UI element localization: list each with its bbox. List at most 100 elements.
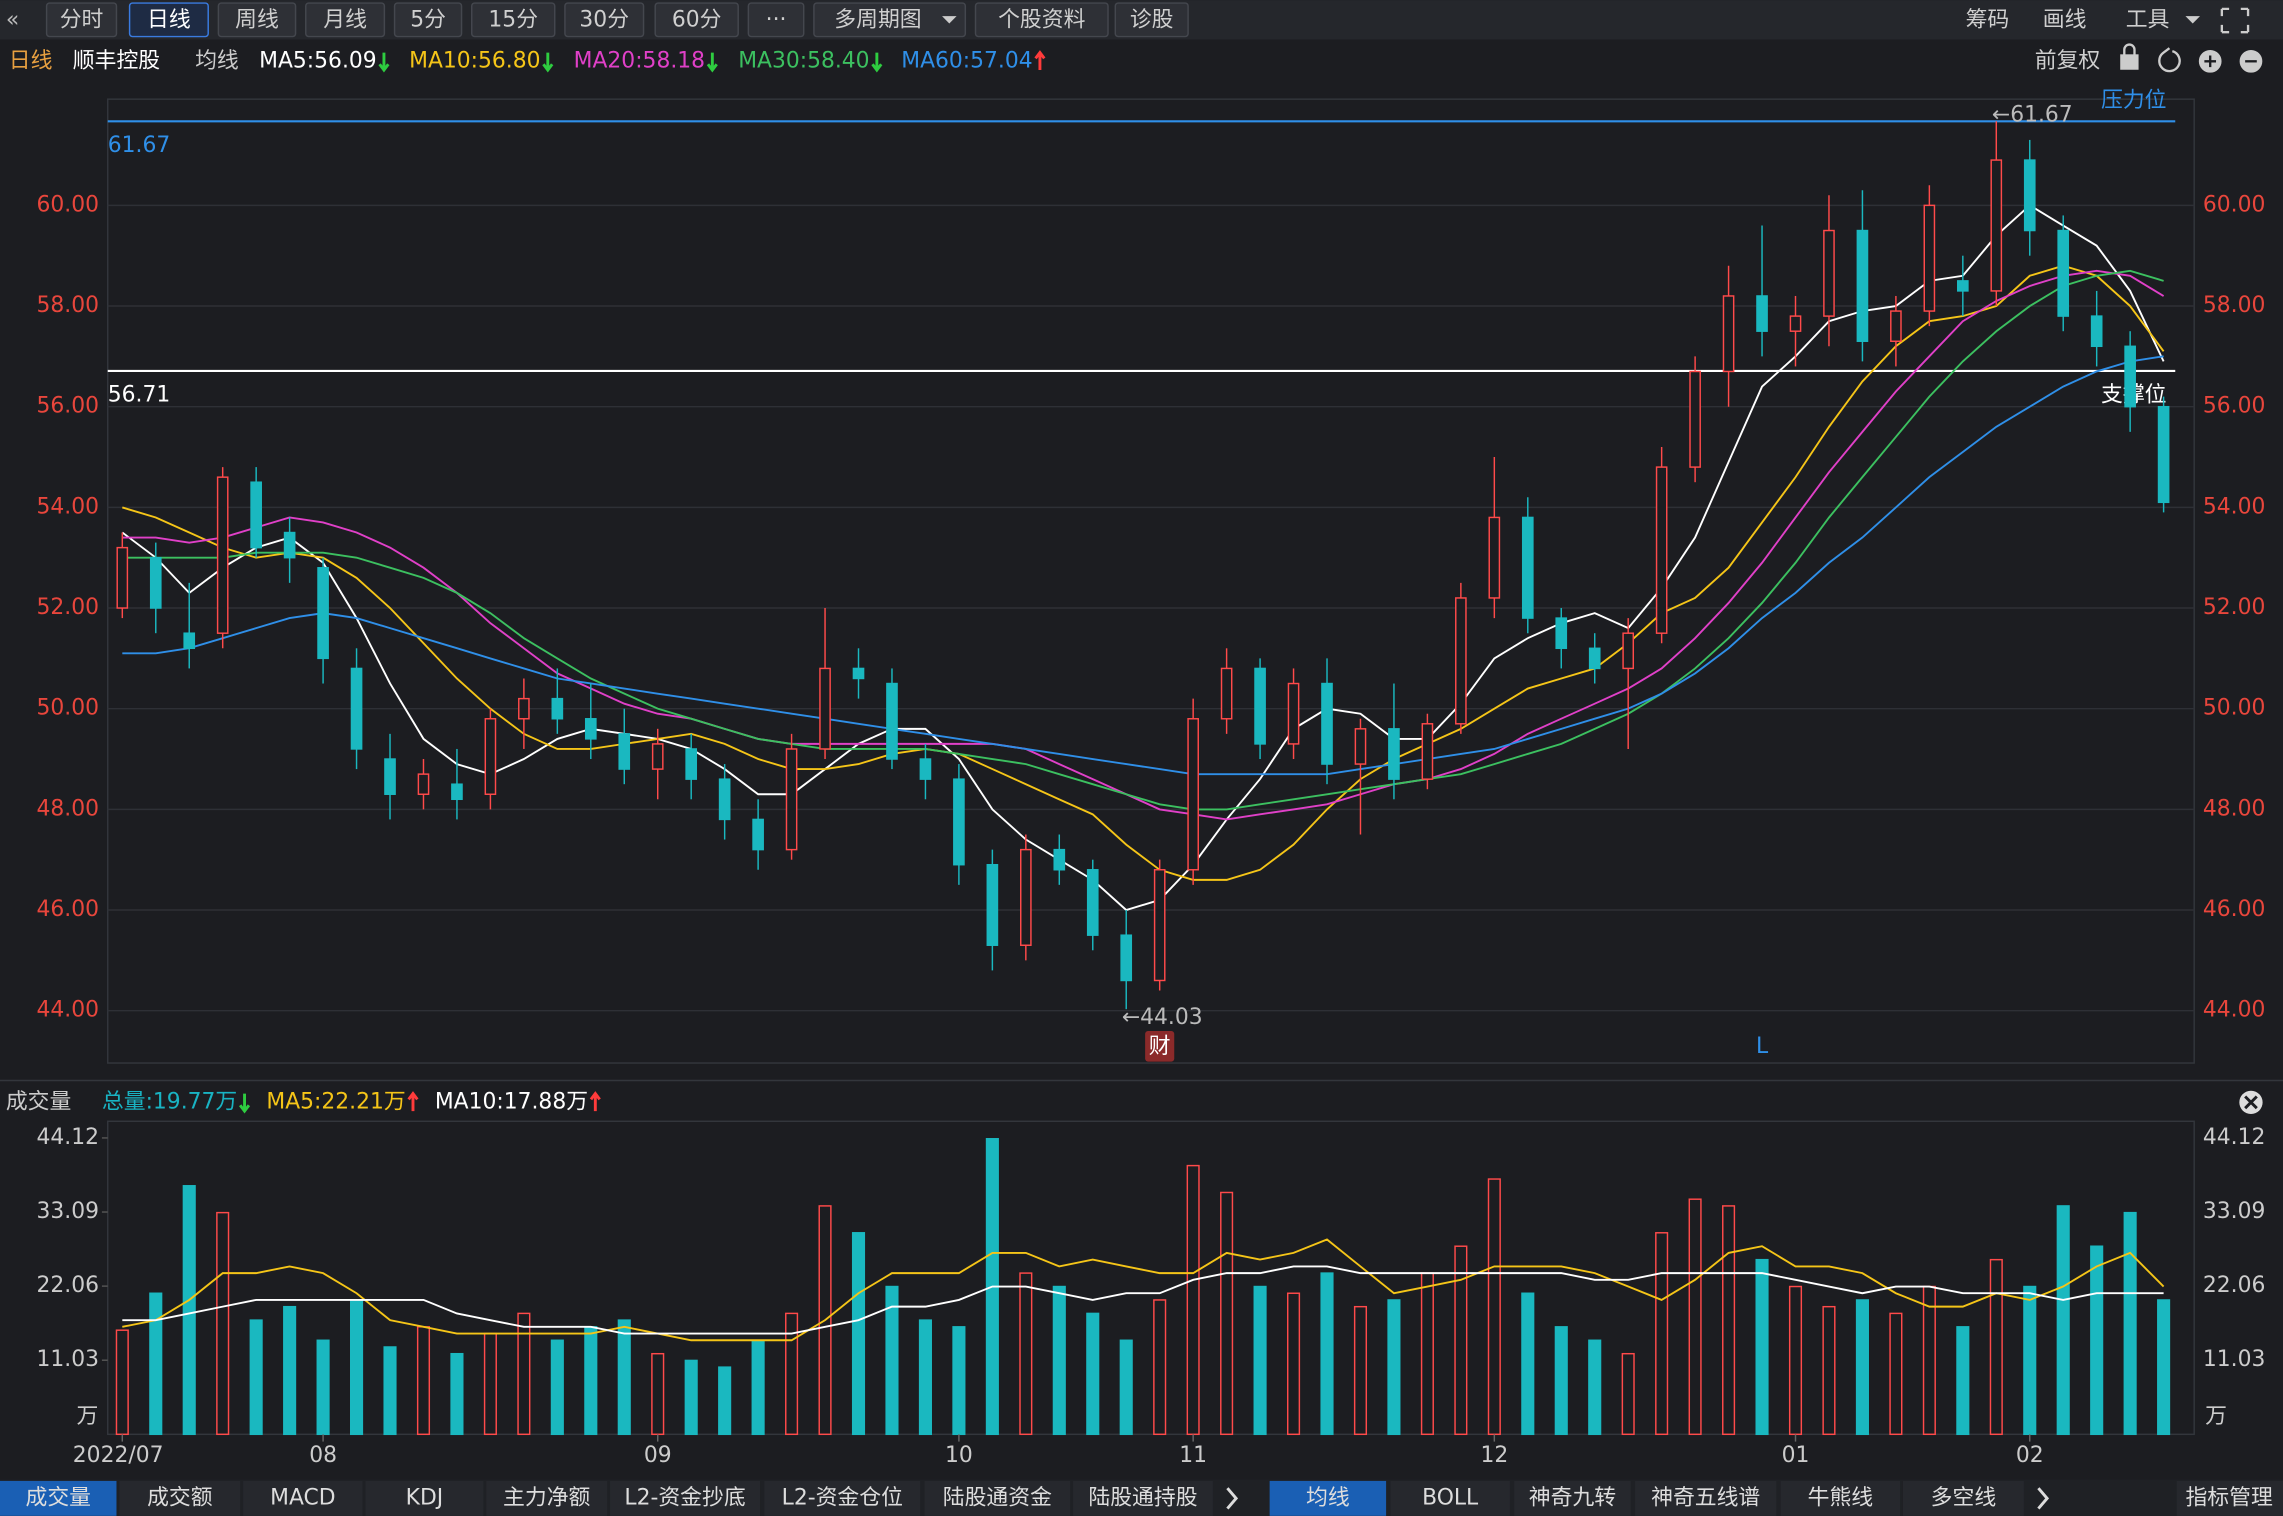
- indicator-tab-bg[interactable]: [1635, 1480, 1777, 1516]
- indicator-tab[interactable]: 牛熊线: [1808, 1485, 1874, 1510]
- indicator-tab-bg[interactable]: [243, 1480, 363, 1516]
- indicator-tab[interactable]: 神奇五线谱: [1651, 1485, 1760, 1510]
- toolbar-right[interactable]: 画线: [2043, 8, 2087, 33]
- candle-body: [852, 667, 865, 680]
- ma-legend: MA20:58.18: [574, 48, 705, 73]
- candle-body: [1020, 848, 1032, 946]
- candle-body: [451, 783, 463, 801]
- toolbar-button[interactable]: 个股资料: [998, 8, 1085, 33]
- indicator-tab[interactable]: 成交额: [147, 1485, 213, 1510]
- candle-body: [785, 748, 798, 851]
- indicator-tab[interactable]: L2-资金仓位: [782, 1485, 903, 1510]
- adjust-mode[interactable]: 前复权: [2035, 48, 2101, 73]
- toolbar-button[interactable]: 30分: [579, 8, 629, 33]
- volume-bar: [617, 1319, 631, 1436]
- toolbar-button[interactable]: ···: [766, 8, 787, 33]
- indicator-tab[interactable]: L2-资金抄底: [624, 1485, 745, 1510]
- indicator-tab[interactable]: 主力净额: [503, 1485, 590, 1510]
- indicator-tab-bg[interactable]: [1902, 1480, 2024, 1516]
- toolbar-icons[interactable]: [2120, 7, 2263, 73]
- volume-bar: [1153, 1299, 1167, 1436]
- toolbar-button-bg[interactable]: [45, 2, 118, 38]
- level-value: 61.67: [108, 133, 171, 158]
- volume-bar: [584, 1326, 598, 1436]
- indicator-tab-bg[interactable]: [610, 1480, 761, 1516]
- indicator-tab-bg[interactable]: [0, 1480, 117, 1516]
- back-button[interactable]: «: [6, 8, 19, 33]
- toolbar-right[interactable]: 筹码: [1966, 8, 2010, 33]
- volume-bar: [383, 1346, 397, 1436]
- indicator-tab-bg[interactable]: [924, 1480, 1071, 1516]
- toolbar-button[interactable]: 月线: [323, 8, 367, 33]
- toolbar-button-bg[interactable]: [974, 2, 1109, 38]
- indicator-tab-bg[interactable]: [119, 1480, 241, 1516]
- indicator-tab-bg[interactable]: [1269, 1480, 1387, 1516]
- candle-body: [1957, 280, 1969, 292]
- volume-ma-line: [122, 1238, 2165, 1342]
- indicator-tab-bg[interactable]: [1514, 1480, 1631, 1516]
- toolbar-button-bg[interactable]: [564, 2, 645, 38]
- indicator-manage[interactable]: 指标管理: [2185, 1485, 2272, 1510]
- toolbar-button-bg[interactable]: [747, 2, 805, 38]
- volume-bar: [818, 1205, 832, 1436]
- indicator-tab[interactable]: 陆股通资金: [943, 1485, 1052, 1510]
- candle-body: [1120, 934, 1133, 982]
- indicator-tab-bg[interactable]: [486, 1480, 608, 1516]
- candle-body: [518, 697, 530, 720]
- indicator-tab[interactable]: 多空线: [1931, 1485, 1997, 1510]
- toolbar-button[interactable]: 诊股: [1130, 8, 1174, 33]
- tabs-next[interactable]: [1226, 1487, 1239, 1510]
- toolbar-button-bg[interactable]: [1114, 2, 1189, 38]
- indicator-tab[interactable]: BOLL: [1422, 1485, 1479, 1510]
- event-marker[interactable]: L: [1756, 1034, 1769, 1059]
- indicator-tab-bg[interactable]: [1073, 1480, 1213, 1516]
- volume-bar: [115, 1329, 129, 1436]
- candle-body: [651, 743, 664, 770]
- candle-body: [216, 476, 229, 634]
- toolbar-button-bg[interactable]: [128, 2, 209, 38]
- volume-bar: [1722, 1205, 1736, 1436]
- close-volume[interactable]: [2239, 1090, 2263, 1114]
- indicator-tab[interactable]: 陆股通持股: [1088, 1485, 1197, 1510]
- indicator-tab-bg[interactable]: [1390, 1480, 1510, 1516]
- volume-legend: MA5:22.21万: [266, 1089, 405, 1114]
- candle-body: [2157, 405, 2170, 504]
- toolbar-button[interactable]: 日线: [147, 8, 191, 33]
- volume-legend: 总量:19.77万: [102, 1089, 237, 1114]
- toolbar-button[interactable]: 5分: [410, 8, 446, 33]
- indicator-tab-bg[interactable]: [764, 1480, 921, 1516]
- manage-bg[interactable]: [2176, 1480, 2283, 1516]
- indicator-tab-bg[interactable]: [1780, 1480, 1901, 1516]
- volume-bar: [918, 1319, 932, 1436]
- indicator-tab[interactable]: KDJ: [406, 1485, 444, 1510]
- dropdown-caret: [2185, 16, 2201, 24]
- toolbar-button-bg[interactable]: [471, 2, 556, 38]
- toolbar-button[interactable]: 周线: [235, 8, 279, 33]
- indicator-tab[interactable]: MACD: [270, 1485, 335, 1510]
- candle-body: [886, 682, 898, 760]
- toolbar-button-bg[interactable]: [654, 2, 739, 38]
- x-tick-label: 11: [1179, 1443, 1207, 1468]
- event-marker[interactable]: 财: [1149, 1034, 1171, 1059]
- toolbar-button[interactable]: 60分: [672, 8, 722, 33]
- indicator-tab[interactable]: 均线: [1306, 1485, 1350, 1510]
- toolbar-button[interactable]: 15分: [488, 8, 538, 33]
- candle-body: [1923, 204, 1936, 312]
- indicator-tab-bg[interactable]: [365, 1480, 484, 1516]
- indicator-tab[interactable]: 成交量: [25, 1485, 91, 1510]
- candle-body: [1086, 869, 1099, 936]
- toolbar-button[interactable]: 分时: [60, 8, 104, 33]
- candle-body: [1053, 848, 1066, 871]
- toolbar-right[interactable]: 工具: [2126, 8, 2170, 33]
- indicator-tab[interactable]: 神奇九转: [1529, 1485, 1616, 1510]
- trend-arrow: [589, 1091, 601, 1112]
- toolbar-button-bg[interactable]: [217, 2, 297, 38]
- toolbar-button-bg[interactable]: [393, 2, 463, 38]
- candle-body: [986, 863, 999, 946]
- tabs-next[interactable]: [2037, 1487, 2050, 1510]
- y-tick-label-right: 48.00: [2203, 796, 2266, 821]
- toolbar-button[interactable]: 多周期图: [834, 8, 921, 33]
- toolbar-button-bg[interactable]: [813, 2, 967, 38]
- toolbar-button-bg[interactable]: [305, 2, 386, 38]
- period-label: 日线: [9, 48, 53, 73]
